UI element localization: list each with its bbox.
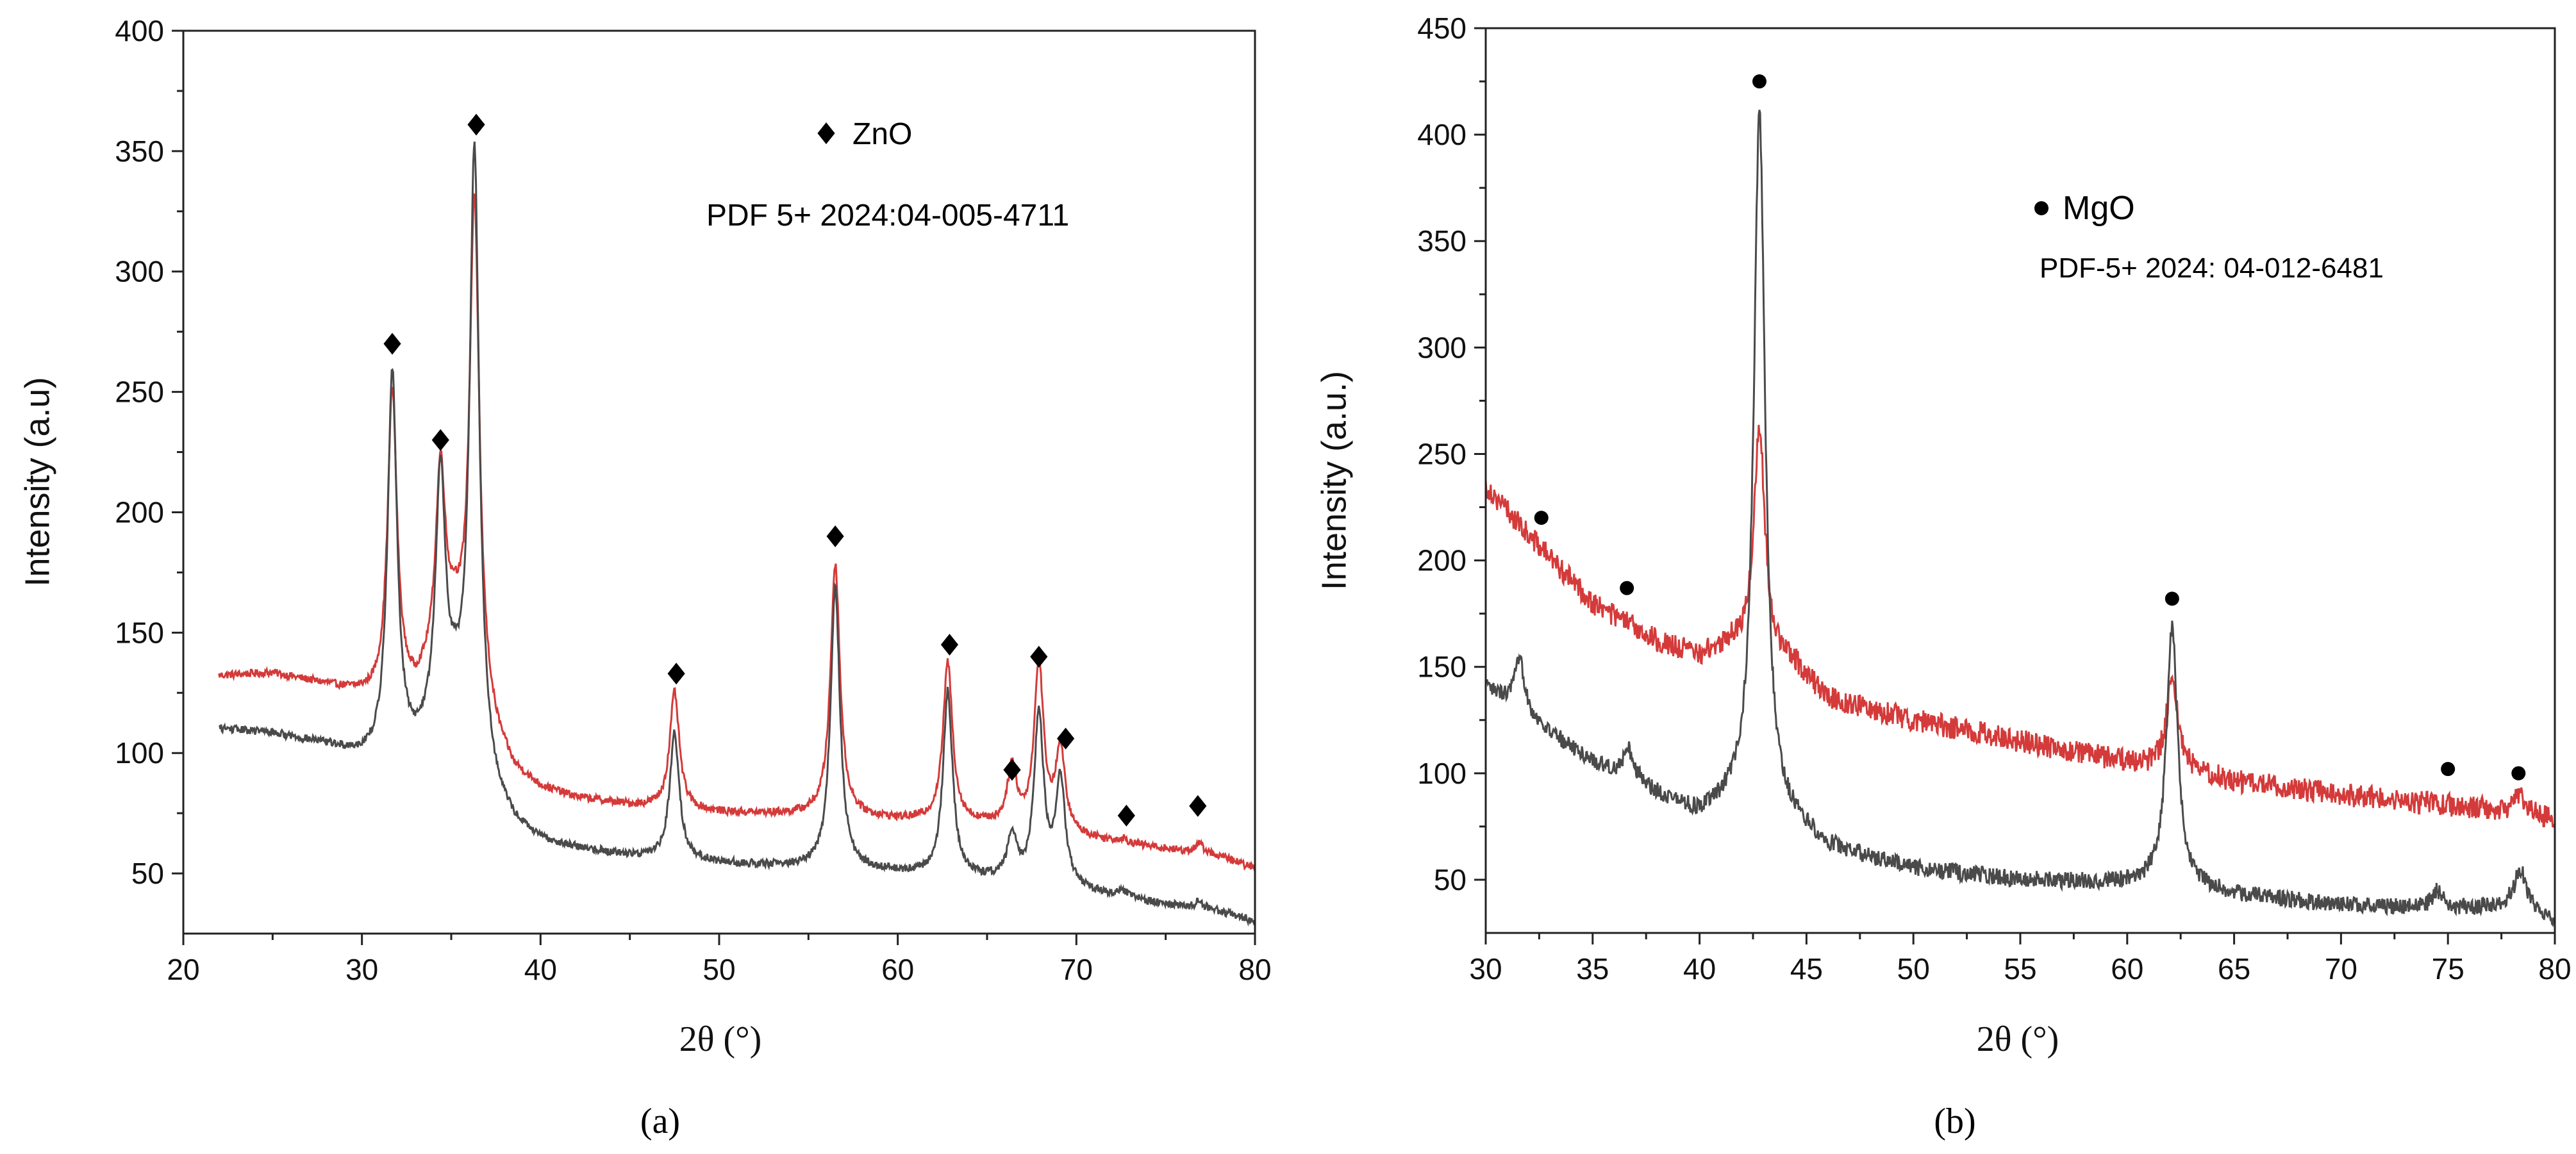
peak-diamond-marker	[383, 333, 401, 355]
x-tick-label: 60	[2111, 952, 2143, 985]
peak-diamond-marker	[1003, 759, 1021, 781]
y-tick-label: 200	[115, 495, 164, 529]
x-axis-label-b: 2θ (°)	[1977, 1019, 2059, 1059]
y-tick-label: 250	[115, 375, 164, 409]
peak-diamond-marker	[1057, 727, 1075, 750]
x-tick-label: 55	[2004, 952, 2036, 985]
peak-marker-layer-b	[1534, 74, 2526, 780]
peak-diamond-marker	[940, 634, 959, 656]
tick-layer-a: 20 30 40 50 60 70 80 50 100 150 200 250 300 350 400	[115, 14, 1271, 986]
legend-reference-mgo: PDF-5+ 2024: 04-012-6481	[2040, 252, 2384, 284]
y-tick-label: 100	[1417, 757, 1467, 790]
x-tick-label: 50	[702, 953, 735, 986]
y-tick-label: 400	[115, 14, 164, 47]
series-layer-b	[1484, 110, 2556, 927]
panel-label-a: (a)	[640, 1101, 680, 1141]
y-tick-label: 150	[115, 616, 164, 649]
peak-diamond-marker	[431, 429, 449, 451]
y-tick-label: 300	[1417, 331, 1467, 364]
legend-reference-zno: PDF 5+ 2024:04-005-4711	[706, 199, 1069, 233]
legend-a: ZnO PDF 5+ 2024:04-005-4711	[706, 117, 1069, 233]
y-tick-label: 150	[1417, 650, 1467, 684]
y-tick-label: 450	[1417, 12, 1467, 45]
peak-diamond-marker	[1117, 804, 1135, 827]
x-tick-label: 65	[2218, 952, 2250, 985]
x-tick-label: 75	[2432, 952, 2464, 985]
series-layer-a	[218, 141, 1256, 927]
y-tick-label: 100	[115, 736, 164, 770]
series-line-black	[1485, 110, 2556, 927]
y-tick-label: 300	[115, 255, 164, 288]
chart-panel-b: 30 35 40 45 50 55 60 65 70 75 80 50 100 150 200 250 300 3…	[1315, 12, 2571, 1141]
x-tick-label: 60	[881, 953, 914, 986]
x-axis-label-a: 2θ (°)	[679, 1019, 762, 1059]
peak-diamond-marker	[1030, 645, 1048, 668]
legend-circle-icon	[2034, 201, 2048, 215]
y-tick-label: 50	[1434, 863, 1467, 896]
x-tick-label: 30	[345, 953, 378, 986]
peak-circle-marker	[2165, 591, 2179, 606]
y-axis-label-b: Intensity (a.u.)	[1315, 371, 1353, 590]
series-line-black	[219, 141, 1256, 927]
peak-diamond-marker	[467, 113, 485, 136]
x-tick-label: 35	[1576, 952, 1609, 985]
peak-circle-marker	[1752, 74, 1767, 89]
legend-b: MgO PDF-5+ 2024: 04-012-6481	[2034, 190, 2384, 284]
x-tick-label: 45	[1790, 952, 1823, 985]
panel-label-b: (b)	[1934, 1101, 1975, 1141]
legend-label-mgo: MgO	[2063, 190, 2135, 227]
peak-circle-marker	[2511, 766, 2526, 780]
x-tick-label: 50	[1897, 952, 1930, 985]
peak-marker-layer-a	[383, 113, 1207, 827]
x-tick-label: 30	[1469, 952, 1502, 985]
x-tick-label: 40	[1683, 952, 1716, 985]
peak-circle-marker	[1620, 581, 1634, 595]
x-tick-label: 40	[524, 953, 557, 986]
tick-layer-b: 30 35 40 45 50 55 60 65 70 75 80 50 100 150 200 250 300 3…	[1417, 12, 2571, 985]
y-tick-label: 350	[115, 135, 164, 168]
x-tick-label: 80	[2538, 952, 2571, 985]
y-tick-label: 350	[1417, 224, 1467, 258]
y-axis-label-a: Intensity (a.u)	[18, 377, 56, 586]
y-tick-label: 200	[1417, 544, 1467, 577]
peak-diamond-marker	[1189, 795, 1207, 817]
x-tick-label: 80	[1238, 953, 1271, 986]
y-tick-label: 400	[1417, 118, 1467, 151]
peak-diamond-marker	[667, 663, 685, 685]
x-tick-label: 70	[2325, 952, 2357, 985]
peak-diamond-marker	[826, 525, 844, 548]
peak-circle-marker	[1534, 511, 1549, 525]
legend-diamond-icon	[817, 122, 835, 144]
y-tick-label: 250	[1417, 437, 1467, 470]
x-tick-label: 70	[1060, 953, 1093, 986]
peak-circle-marker	[2441, 762, 2456, 777]
x-tick-label: 20	[167, 953, 199, 986]
legend-label-zno: ZnO	[852, 117, 912, 151]
chart-panel-a: 20 30 40 50 60 70 80 50 100 150 200 250 300 350 400 Zn…	[18, 14, 1271, 1141]
y-tick-label: 50	[131, 857, 164, 890]
series-line-red	[1484, 424, 2555, 828]
